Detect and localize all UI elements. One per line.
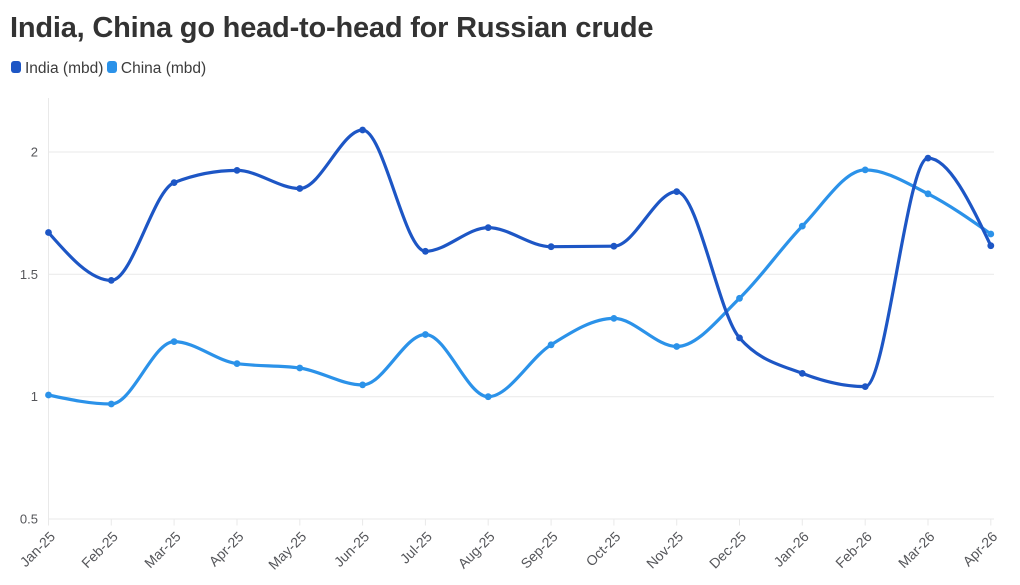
svg-text:Jan-26: Jan-26 [770, 528, 812, 570]
svg-text:1: 1 [31, 389, 38, 404]
svg-text:Feb-25: Feb-25 [78, 528, 121, 571]
svg-text:Nov-25: Nov-25 [643, 528, 686, 571]
svg-text:Mar-25: Mar-25 [141, 528, 184, 571]
svg-text:Dec-25: Dec-25 [706, 528, 749, 571]
svg-text:Apr-25: Apr-25 [206, 528, 247, 569]
svg-text:2: 2 [31, 145, 38, 160]
svg-text:Jun-25: Jun-25 [331, 528, 373, 570]
svg-text:Apr-26: Apr-26 [959, 528, 1000, 569]
svg-text:1.5: 1.5 [20, 267, 38, 282]
svg-text:Sep-25: Sep-25 [517, 528, 560, 571]
svg-text:Feb-26: Feb-26 [832, 528, 875, 571]
svg-text:Aug-25: Aug-25 [455, 528, 498, 571]
svg-text:Jan-25: Jan-25 [17, 528, 59, 570]
svg-text:Oct-25: Oct-25 [582, 528, 623, 569]
svg-text:Mar-26: Mar-26 [895, 528, 938, 571]
svg-text:Jul-25: Jul-25 [397, 528, 435, 566]
svg-text:0.5: 0.5 [20, 512, 38, 527]
svg-text:May-25: May-25 [265, 528, 309, 572]
